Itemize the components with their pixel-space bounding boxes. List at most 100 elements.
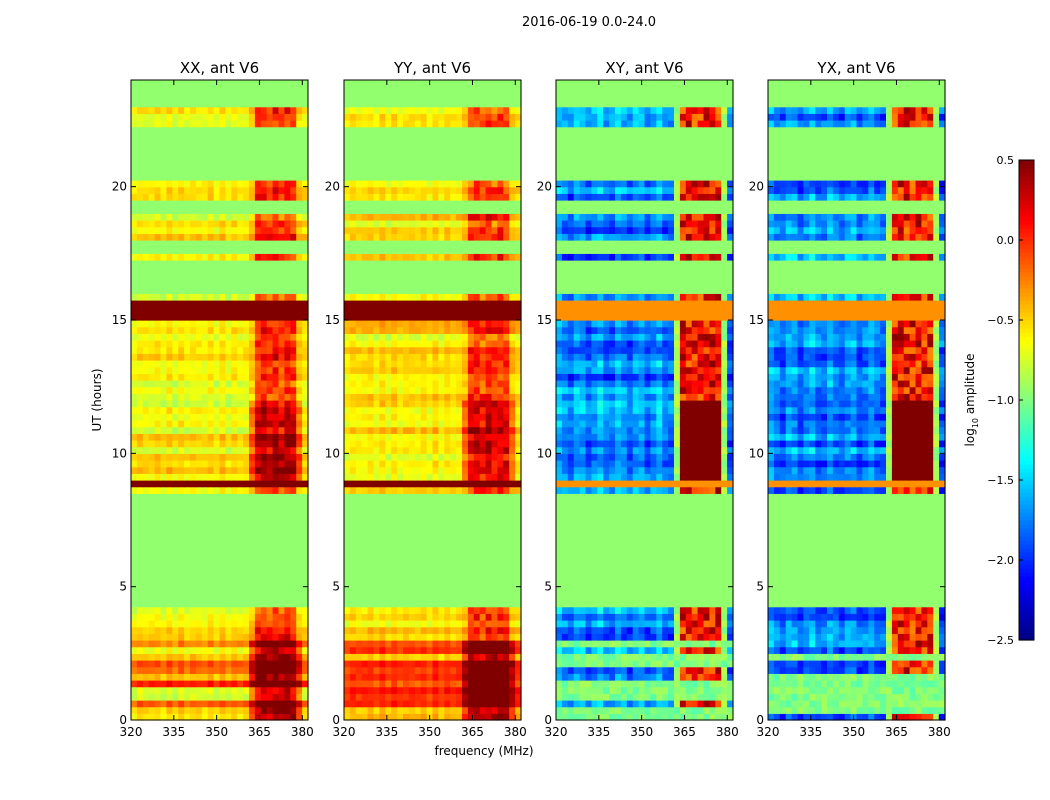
heatmap-cell (260, 160, 268, 168)
heatmap-cell (367, 480, 375, 488)
heatmap-cell (426, 580, 434, 588)
heatmap-cell (385, 393, 392, 401)
heatmap-cell (284, 240, 291, 248)
heatmap-cell (190, 500, 197, 508)
heatmap-cell (385, 273, 392, 281)
heatmap-cell (219, 313, 226, 321)
heatmap-cell (355, 680, 363, 688)
heatmap-cell (166, 686, 173, 694)
heatmap-cell (432, 380, 439, 388)
heatmap-cell (201, 680, 209, 688)
heatmap-cell (249, 153, 256, 161)
heatmap-cell (172, 453, 179, 461)
heatmap-cell (302, 206, 309, 214)
heatmap-cell (243, 560, 250, 568)
heatmap-cell (385, 360, 392, 368)
heatmap-cell (136, 126, 144, 134)
heatmap-cell (397, 306, 404, 314)
heatmap-cell (302, 186, 309, 194)
heatmap-cell (166, 566, 173, 574)
heatmap-cell (148, 313, 156, 321)
heatmap-cell (178, 526, 185, 534)
heatmap-cell (142, 86, 150, 94)
heatmap-cell (160, 606, 167, 614)
heatmap-cell (131, 120, 138, 128)
heatmap-cell (509, 366, 516, 374)
heatmap-cell (414, 633, 422, 641)
heatmap-cell (142, 300, 150, 308)
heatmap-cell (184, 286, 191, 294)
heatmap-cell (207, 286, 215, 294)
heatmap-cell (278, 566, 285, 574)
heatmap-cell (391, 513, 398, 521)
heatmap-cell (254, 593, 262, 601)
heatmap-cell (154, 686, 162, 694)
heatmap-cell (184, 373, 191, 381)
heatmap-cell (467, 380, 475, 388)
heatmap-cell (349, 486, 357, 494)
heatmap-cell (260, 466, 268, 474)
heatmap-cell (278, 466, 285, 474)
heatmap-cell (450, 586, 457, 594)
heatmap-cell (231, 300, 238, 308)
heatmap-cell (432, 586, 439, 594)
heatmap-cell (432, 320, 439, 328)
heatmap-cell (272, 186, 280, 194)
heatmap-cell (284, 406, 291, 414)
heatmap-cell (160, 600, 167, 608)
heatmap-cell (509, 506, 516, 514)
heatmap-cell (426, 480, 434, 488)
heatmap-cell (456, 573, 463, 581)
heatmap-cell (266, 153, 274, 161)
heatmap-cell (172, 606, 179, 614)
heatmap-cell (131, 220, 138, 228)
heatmap-cell (385, 580, 392, 588)
heatmap-cell (219, 133, 226, 141)
heatmap-cell (367, 346, 375, 354)
heatmap-cell (432, 553, 439, 561)
heatmap-cell (172, 373, 179, 381)
heatmap-cell (450, 700, 457, 708)
heatmap-cell (290, 133, 297, 141)
heatmap-cell (408, 633, 416, 641)
heatmap-cell (154, 346, 162, 354)
heatmap-cell (278, 373, 285, 381)
heatmap-cell (207, 473, 215, 481)
heatmap-cell (243, 606, 250, 614)
heatmap-cell (344, 273, 351, 281)
heatmap-cell (462, 526, 469, 534)
heatmap-cell (225, 126, 232, 134)
heatmap-cell (355, 326, 363, 334)
heatmap-cell (450, 346, 457, 354)
heatmap-cell (491, 353, 498, 361)
heatmap-cell (231, 420, 238, 428)
heatmap-cell (290, 300, 297, 308)
heatmap-cell (166, 306, 173, 314)
heatmap-cell (473, 366, 481, 374)
heatmap-cell (148, 486, 156, 494)
heatmap-cell (154, 586, 162, 594)
heatmap-cell (278, 233, 285, 241)
heatmap-cell (243, 340, 250, 348)
heatmap-cell (408, 593, 416, 601)
heatmap-cell (397, 640, 404, 648)
heatmap-cell (361, 453, 369, 461)
heatmap-cell (254, 666, 262, 674)
heatmap-cell (462, 706, 469, 714)
heatmap-cell (397, 606, 404, 614)
heatmap-cell (408, 360, 416, 368)
heatmap-cell (166, 146, 173, 154)
heatmap-cell (254, 340, 262, 348)
heatmap-cell (426, 500, 434, 508)
heatmap-cell (456, 693, 463, 701)
heatmap-cell (231, 680, 238, 688)
heatmap-cell (136, 273, 144, 281)
heatmap-cell (154, 573, 162, 581)
heatmap-cell (272, 493, 280, 501)
heatmap-cell (207, 373, 215, 381)
heatmap-cell (195, 300, 203, 308)
heatmap-cell (131, 453, 138, 461)
heatmap-cell (302, 553, 309, 561)
heatmap-cell (397, 540, 404, 548)
heatmap-cell (290, 220, 297, 228)
